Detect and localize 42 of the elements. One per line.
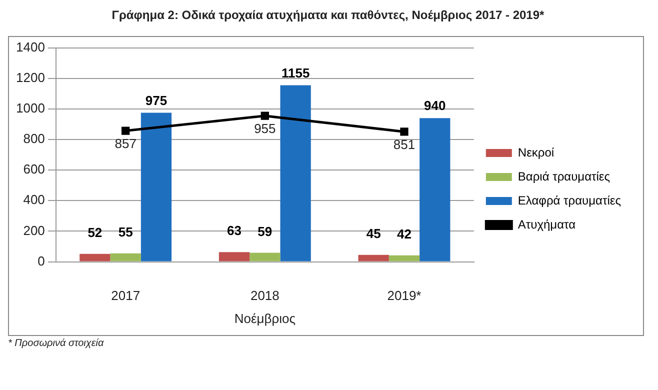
- text: * Προσωρινά στοιχεία: [8, 338, 105, 349]
- legend-label: Νεκροί: [518, 145, 554, 160]
- bar: [140, 112, 172, 262]
- legend-label: Βαριά τραυματίες: [518, 169, 610, 184]
- data-label: 45: [366, 226, 381, 241]
- x-axis-title: Νοέμβριος: [234, 310, 296, 326]
- data-label: 55: [118, 224, 133, 240]
- y-tick-label: 0: [38, 253, 45, 268]
- x-tick-label: 2019*: [387, 288, 422, 304]
- y-tick-label: 200: [23, 222, 45, 238]
- data-label: 955: [254, 120, 276, 136]
- legend-label: Ατυχήματα: [518, 217, 576, 232]
- y-tick-label: 800: [23, 131, 45, 146]
- bar: [218, 252, 250, 262]
- bar: [388, 255, 420, 262]
- data-label: 975: [145, 92, 168, 108]
- x-tick-label: 2017: [111, 288, 140, 304]
- data-label: 851: [393, 136, 416, 152]
- data-label: 940: [424, 98, 446, 114]
- y-tick-label: 1000: [16, 100, 45, 116]
- legend-label: Ελαφρά τραυματίες: [518, 193, 622, 208]
- bar: [358, 254, 389, 262]
- y-tick-label: 600: [23, 162, 45, 177]
- chart-title: Γράφημα 2: Οδικά τροχαία ατυχήματα και παθόντες, Νοέμβριος 2017 - 2019*: [110, 8, 546, 22]
- bar: [420, 118, 450, 262]
- bar: [280, 85, 311, 262]
- bar: [80, 254, 110, 262]
- data-label: 52: [88, 224, 102, 240]
- data-label: 1155: [281, 65, 310, 80]
- data-label: 63: [227, 223, 242, 238]
- y-tick-label: 1400: [16, 39, 45, 54]
- data-label: 42: [397, 226, 412, 242]
- point: [400, 128, 408, 136]
- x-tick-label: 2018: [250, 288, 280, 304]
- bar: [250, 252, 280, 262]
- point: [122, 126, 130, 135]
- data-label: 59: [258, 224, 272, 239]
- data-label: 857: [114, 136, 136, 151]
- y-tick-label: 1200: [16, 70, 45, 85]
- bar: [110, 253, 141, 262]
- point: [260, 112, 269, 120]
- y-tick-label: 400: [23, 192, 45, 208]
